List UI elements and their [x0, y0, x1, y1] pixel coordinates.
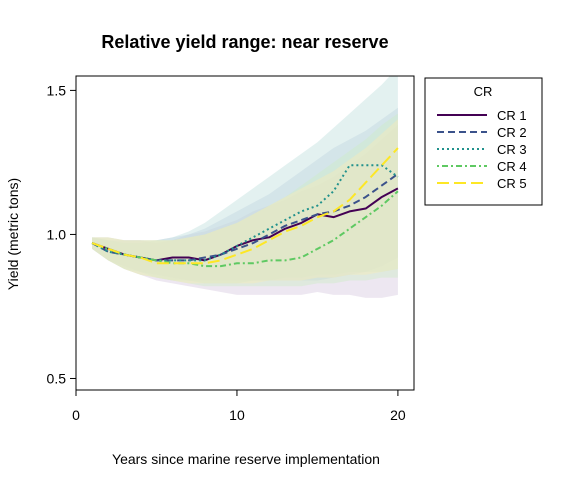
x-tick-label-20: 20	[390, 407, 406, 423]
x-tick-label-0: 0	[72, 407, 80, 423]
legend: CR CR 1 CR 2 CR 3 CR 4 CR 5	[425, 78, 542, 205]
legend-label-cr3: CR 3	[497, 142, 527, 157]
x-axis-label: Years since marine reserve implementatio…	[112, 451, 380, 467]
legend-title: CR	[474, 84, 493, 99]
confidence-bands	[92, 67, 398, 297]
legend-label-cr1: CR 1	[497, 108, 527, 123]
y-tick-label-0.5: 0.5	[47, 370, 67, 386]
legend-label-cr5: CR 5	[497, 176, 527, 191]
x-tick-label-10: 10	[229, 407, 245, 423]
chart-title: Relative yield range: near reserve	[101, 32, 388, 52]
y-tick-label-1.5: 1.5	[47, 82, 67, 98]
y-tick-label-1: 1.0	[47, 226, 67, 242]
legend-label-cr4: CR 4	[497, 159, 527, 174]
legend-label-cr2: CR 2	[497, 125, 527, 140]
y-axis-label: Yield (metric tons)	[5, 178, 21, 290]
